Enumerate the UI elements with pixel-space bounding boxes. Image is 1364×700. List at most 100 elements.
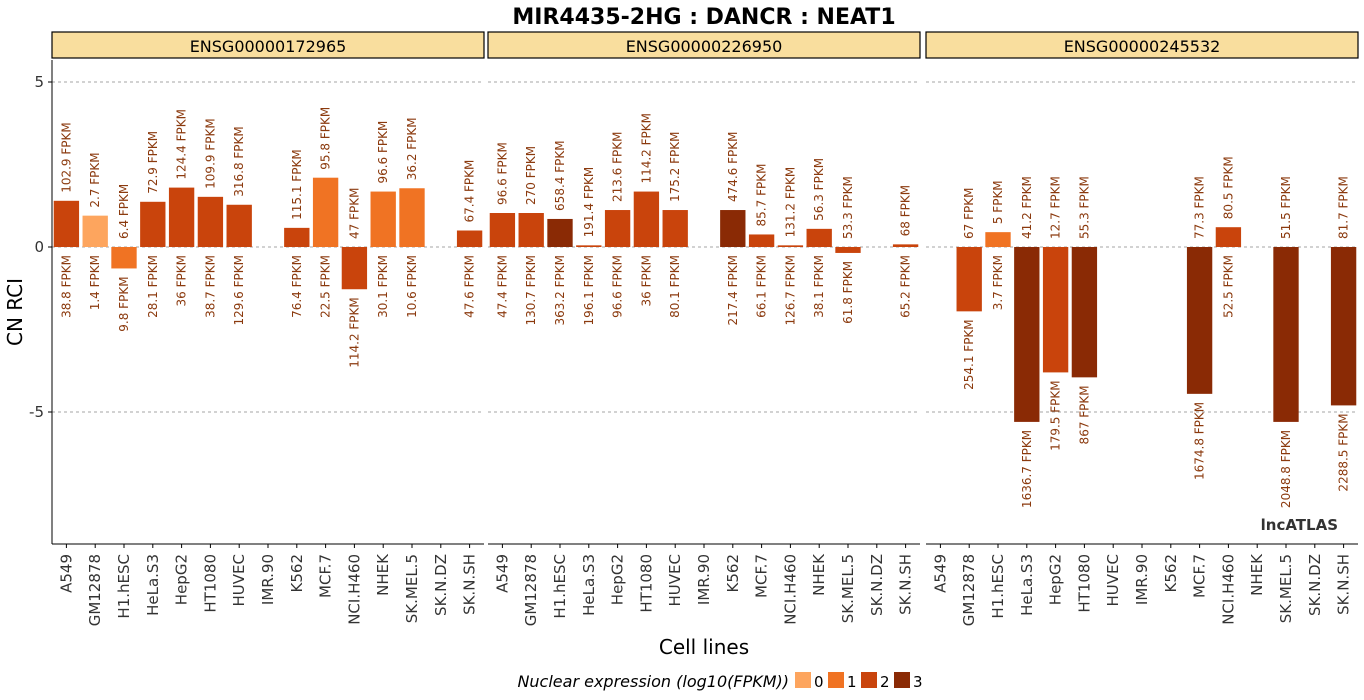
x-tick-label: IMR.90 (695, 554, 713, 605)
data-label-cytoplasm: 55.3 FPKM (1077, 176, 1091, 239)
data-label-cytoplasm: 175.2 FPKM (668, 132, 682, 203)
data-label-cytoplasm: 191.4 FPKM (582, 167, 596, 238)
data-label-cytoplasm: 658.4 FPKM (553, 140, 567, 211)
data-label-cytoplasm: 95.8 FPKM (319, 107, 333, 170)
data-label-nucleus: 66.1 FPKM (755, 255, 769, 318)
plot-area: ENSG00000172965 5 0 -5 A549 102.9 FPKM 38.8 FP… (29, 31, 1359, 626)
bar (197, 196, 224, 247)
data-label-cytoplasm: 96.6 FPKM (376, 121, 390, 184)
bar (370, 191, 396, 247)
bar (1186, 247, 1213, 394)
bar (633, 191, 660, 247)
bar (892, 244, 919, 247)
bar (82, 215, 108, 247)
data-label-nucleus: 10.6 FPKM (405, 255, 419, 318)
x-tick-label: SK.N.DZ (1306, 554, 1324, 616)
x-tick-label: HeLa.S3 (580, 554, 598, 616)
x-tick-label: NHEK (1248, 553, 1266, 596)
data-label-nucleus: 38.7 FPKM (203, 255, 217, 318)
x-tick-label: NHEK (374, 553, 392, 596)
x-tick-label: IMR.90 (259, 554, 277, 605)
data-label-cytoplasm: 51.5 FPKM (1279, 176, 1293, 239)
x-tick-label: SK.MEL.5 (1277, 554, 1295, 623)
data-label-cytoplasm: 36.2 FPKM (405, 117, 419, 180)
bar (168, 187, 195, 247)
data-label-cytoplasm: 77.3 FPKM (1193, 176, 1207, 239)
x-tick-label: K562 (724, 554, 742, 592)
bar (806, 228, 832, 247)
bar (1330, 247, 1357, 406)
x-tick-label: H1.hESC (551, 554, 569, 619)
data-label-nucleus: 36 FPKM (639, 255, 653, 306)
data-label-cytoplasm: 47 FPKM (347, 188, 361, 239)
data-label-nucleus: 52.5 FPKM (1221, 255, 1235, 318)
bar (226, 204, 252, 247)
bar (748, 234, 775, 247)
data-label-cytoplasm: 56.3 FPKM (812, 158, 826, 221)
legend-title: Nuclear expression (log10(FPKM)) (517, 672, 789, 691)
watermark: lncATLAS (1261, 516, 1338, 534)
bar (1273, 247, 1299, 422)
bar (1071, 247, 1098, 378)
data-label-nucleus: 2288.5 FPKM (1337, 413, 1351, 491)
data-label-nucleus: 254.1 FPKM (962, 319, 976, 390)
x-tick-label: HUVEC (666, 554, 684, 606)
bar (835, 247, 861, 253)
x-tick-label: NCI.H460 (781, 554, 799, 625)
x-tick-label: GM12878 (960, 554, 978, 626)
data-label-nucleus: 47.6 FPKM (463, 255, 477, 318)
x-tick-label: HUVEC (1104, 554, 1122, 606)
data-label-nucleus: 3.7 FPKM (991, 255, 1005, 310)
data-label-nucleus: 363.2 FPKM (553, 255, 567, 326)
legend-swatch (861, 672, 877, 688)
panel-header (51, 31, 485, 59)
data-label-cytoplasm: 53.3 FPKM (841, 176, 855, 239)
data-label-nucleus: 61.8 FPKM (841, 261, 855, 324)
x-tick-label: A549 (493, 554, 511, 593)
bar (547, 218, 573, 247)
bar (1014, 247, 1040, 422)
x-tick-label: H1.hESC (115, 554, 133, 619)
x-tick-label: SK.MEL.5 (839, 554, 857, 623)
x-tick-label: A549 (931, 554, 949, 593)
data-label-nucleus: 1.4 FPKM (88, 255, 102, 310)
data-label-nucleus: 196.1 FPKM (582, 255, 596, 326)
data-label-nucleus: 126.7 FPKM (783, 255, 797, 326)
bar (456, 230, 483, 247)
data-label-cytoplasm: 213.6 FPKM (611, 132, 625, 203)
bar (1215, 227, 1242, 247)
x-tick-label: HepG2 (609, 554, 627, 605)
x-tick-label: K562 (1162, 554, 1180, 592)
bar (604, 210, 631, 247)
x-tick-label: SK.N.DZ (432, 554, 450, 616)
panel-header (487, 31, 921, 59)
data-label-nucleus: 30.1 FPKM (376, 255, 390, 318)
data-label-cytoplasm: 5 FPKM (991, 180, 1005, 224)
data-label-cytoplasm: 115.1 FPKM (290, 149, 304, 220)
x-tick-label: GM12878 (86, 554, 104, 626)
legend-label: 1 (847, 673, 857, 691)
x-tick-label: MCF.7 (753, 554, 771, 598)
x-tick-label: HepG2 (1047, 554, 1065, 605)
panel-title: ENSG00000172965 (190, 37, 347, 56)
bar (1042, 247, 1069, 373)
x-tick-label: HT1080 (1075, 554, 1093, 613)
data-label-nucleus: 22.5 FPKM (319, 255, 333, 318)
data-label-nucleus: 38.1 FPKM (812, 255, 826, 318)
data-label-cytoplasm: 474.6 FPKM (726, 132, 740, 203)
x-tick-label: SK.N.DZ (868, 554, 886, 616)
x-tick-label: K562 (288, 554, 306, 592)
legend-swatch (894, 672, 910, 688)
data-label-cytoplasm: 81.7 FPKM (1337, 176, 1351, 239)
data-label-nucleus: 1674.8 FPKM (1193, 402, 1207, 480)
x-tick-label: NCI.H460 (1219, 554, 1237, 625)
data-label-cytoplasm: 131.2 FPKM (783, 167, 797, 238)
x-tick-label: SK.N.SH (897, 554, 915, 615)
bar (518, 213, 544, 247)
data-label-cytoplasm: 68 FPKM (899, 185, 913, 236)
data-label-nucleus: 130.7 FPKM (524, 255, 538, 326)
data-label-cytoplasm: 67 FPKM (962, 188, 976, 239)
data-label-nucleus: 47.4 FPKM (495, 255, 509, 318)
data-label-nucleus: 65.2 FPKM (899, 255, 913, 318)
